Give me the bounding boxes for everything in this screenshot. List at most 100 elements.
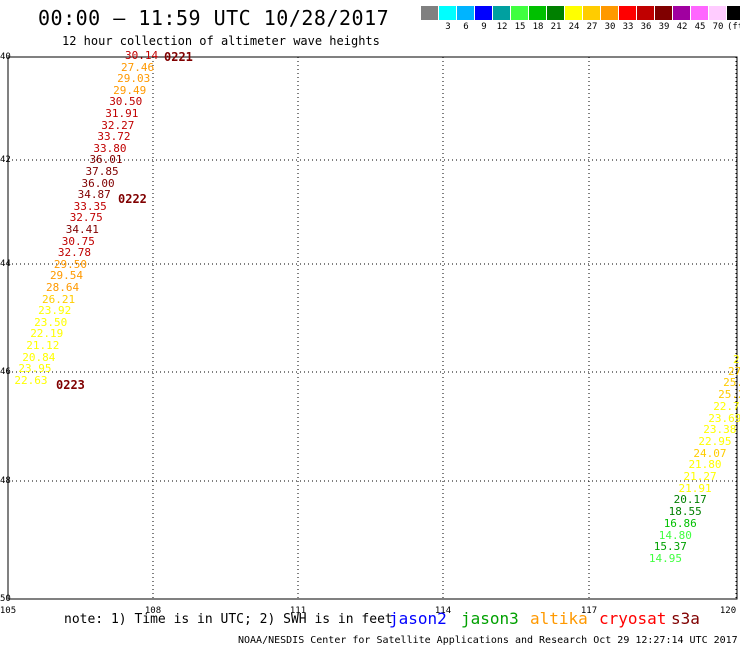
wave-height-value: 27.46 (121, 60, 155, 74)
legend-swatch (583, 6, 601, 20)
legend-swatch (421, 6, 439, 20)
legend-label: 45 (694, 22, 706, 32)
lat-label: 42 (0, 155, 11, 165)
legend-swatch (637, 6, 655, 20)
wave-height-value: 23.38 (703, 423, 737, 437)
wave-height-value: 23.50 (34, 315, 68, 329)
wave-height-value: 33.35 (73, 199, 107, 213)
satellite-label: jason2 (389, 609, 447, 628)
wave-height-value: 30.75 (61, 234, 95, 248)
lat-label: 48 (0, 476, 11, 486)
wave-height-value: 27 (728, 364, 740, 378)
legend-swatch (565, 6, 583, 20)
wave-height-value: 18.55 (668, 505, 702, 519)
lon-label: 111 (289, 606, 307, 616)
legend-swatch (439, 6, 457, 20)
wave-height-value: 29.50 (53, 257, 88, 271)
legend-swatch (529, 6, 547, 20)
legend-swatch (673, 6, 691, 20)
wave-height-value: 23.69 (708, 411, 740, 425)
time-marker: 0223 (56, 378, 85, 392)
wave-height-value: 34.41 (65, 223, 99, 236)
time-marker: 0222 (118, 192, 147, 206)
legend-swatch (475, 6, 493, 20)
legend-swatch (601, 6, 619, 20)
legend-label: 21 (550, 22, 562, 32)
legend-swatch (457, 6, 475, 20)
legend-swatch (511, 6, 529, 20)
legend-label: 18 (532, 22, 544, 32)
lon-label: 114 (434, 606, 452, 616)
wave-height-value: 33.72 (97, 130, 131, 144)
legend-label: 15 (514, 22, 526, 32)
lat-label: 46 (0, 367, 11, 377)
wave-height-value: 22.7 (713, 399, 740, 413)
wave-height-value: 22.19 (30, 327, 64, 341)
wave-height-value: 20.84 (22, 350, 56, 364)
wave-height-value: 34.87 (77, 188, 111, 202)
wave-height-value: 37.85 (85, 165, 119, 178)
wave-height-value: 25.2 (718, 388, 740, 402)
legend-swatch (709, 6, 727, 20)
legend-label: 27 (586, 22, 598, 32)
legend-swatch (619, 6, 637, 20)
wave-height-value: 2 (733, 353, 740, 366)
wave-height-value: 32.27 (101, 118, 135, 132)
page-subtitle: 12 hour collection of altimeter wave hei… (62, 34, 380, 48)
wave-height-value: 21.91 (678, 481, 712, 495)
wave-height-value: 36.01 (89, 153, 123, 167)
wave-height-value: 16.86 (663, 516, 697, 530)
legend-swatch (547, 6, 565, 20)
legend-label: 39 (658, 22, 670, 32)
lat-label: 50 (0, 594, 11, 604)
wave-height-value: 24.07 (693, 446, 727, 460)
legend-label: 70 (712, 22, 724, 32)
legend-unit: (ft) (727, 22, 740, 32)
legend-label: 36 (640, 22, 652, 32)
wave-height-value: 29.49 (113, 83, 147, 97)
lat-label: 40 (0, 52, 11, 62)
legend-swatch (691, 6, 709, 20)
wave-height-value: 21.80 (688, 458, 722, 472)
color-legend (421, 6, 740, 20)
wave-height-value: 32.78 (57, 246, 91, 260)
legend-swatch (655, 6, 673, 20)
wave-height-value: 23.92 (38, 304, 72, 318)
wave-height-value: 26.21 (42, 292, 76, 306)
legend-label: 3 (445, 22, 451, 32)
wave-height-value: 28.64 (46, 281, 80, 294)
lon-label: 120 (719, 606, 737, 616)
legend-label: 24 (568, 22, 580, 32)
satellite-label: cryosat (599, 609, 667, 628)
lon-label: 117 (580, 606, 598, 616)
footer-note: note: 1) Time is in UTC; 2) SWH is in fe… (64, 612, 393, 627)
lat-label: 44 (0, 259, 11, 269)
legend-label: 42 (676, 22, 688, 32)
wave-height-value: 20.17 (673, 493, 707, 507)
wave-height-value: 25. (723, 376, 740, 390)
wave-height-value: 32.75 (69, 211, 103, 225)
legend-label: 30 (604, 22, 616, 32)
wave-height-value: 21.12 (26, 339, 60, 352)
wave-height-value: 23.95 (18, 362, 52, 376)
lon-label: 105 (0, 606, 17, 616)
legend-label: 12 (496, 22, 508, 32)
wave-height-value: 14.95 (648, 551, 682, 565)
wave-height-value: 33.80 (93, 141, 127, 155)
wave-height-value: 14.80 (658, 528, 692, 542)
legend-label: 9 (481, 22, 487, 32)
wave-height-value: 30.50 (109, 95, 143, 109)
legend-label: 33 (622, 22, 634, 32)
wave-height-value: 22.95 (698, 434, 732, 448)
satellite-label: s3a (671, 609, 700, 628)
time-marker: 0221 (164, 50, 193, 64)
wave-height-value: 29.54 (49, 269, 84, 283)
satellite-label: altika (530, 609, 588, 628)
wave-height-value: 29.03 (117, 72, 151, 86)
satellite-label: jason3 (461, 609, 519, 628)
wave-height-value: 22.63 (14, 373, 48, 387)
wave-height-value: 31.91 (105, 107, 139, 120)
wave-height-value: 30.14 (125, 49, 159, 62)
legend-label: 6 (463, 22, 469, 32)
